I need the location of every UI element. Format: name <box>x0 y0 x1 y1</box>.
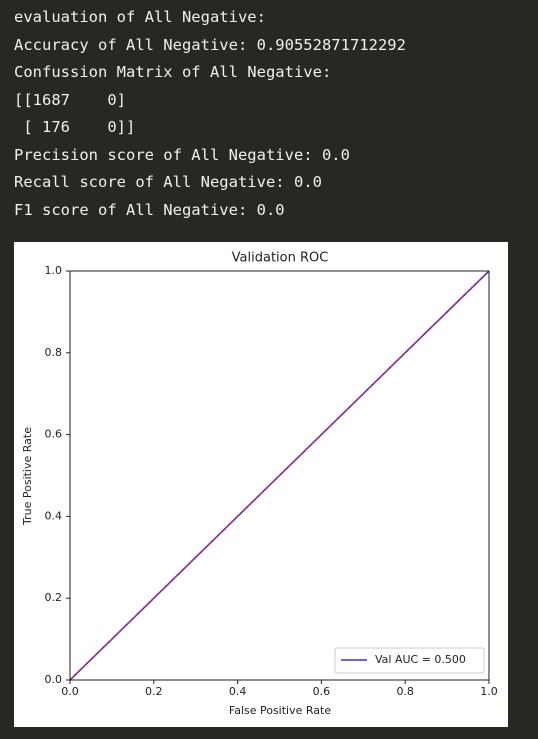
y-axis-label: True Positive Rate <box>21 427 34 526</box>
output-line: Confussion Matrix of All Negative: <box>14 63 332 81</box>
x-tick-label: 1.0 <box>480 685 498 698</box>
x-tick-label: 0.4 <box>229 685 247 698</box>
cell-output: evaluation of All Negative: Accuracy of A… <box>14 4 406 224</box>
chart-background <box>14 242 508 727</box>
legend-box <box>334 647 485 674</box>
legend-label: Val AUC = 0.500 <box>375 653 466 666</box>
output-line: [[1687 0] <box>14 90 126 109</box>
output-line: Precision score of All Negative: 0.0 <box>14 145 350 164</box>
y-tick-label: 0.6 <box>45 428 63 441</box>
output-line: F1 score of All Negative: 0.0 <box>14 200 285 219</box>
output-line: Recall score of All Negative: 0.0 <box>14 173 322 191</box>
x-axis-label: False Positive Rate <box>229 704 331 717</box>
x-tick-label: 0.8 <box>396 685 414 698</box>
y-tick-label: 0.2 <box>45 591 63 604</box>
chart-title: Validation ROC <box>232 251 329 266</box>
y-tick-label: 0.4 <box>45 509 63 522</box>
x-tick-label: 0.2 <box>145 685 163 698</box>
output-line: evaluation of All Negative: <box>14 8 266 26</box>
output-line: [ 176 0]] <box>14 118 136 136</box>
x-tick-label: 0.0 <box>61 685 79 698</box>
y-tick-label: 0.8 <box>45 346 63 359</box>
chart: Validation ROC False Positive Rate True … <box>14 242 508 727</box>
x-tick-label: 0.6 <box>313 685 331 698</box>
y-tick-label: 0.0 <box>45 673 63 686</box>
y-tick-label: 1.0 <box>45 264 63 277</box>
plot-frame <box>69 270 490 681</box>
roc-line <box>69 270 490 681</box>
output-line: Accuracy of All Negative: 0.905528717122… <box>14 35 406 54</box>
